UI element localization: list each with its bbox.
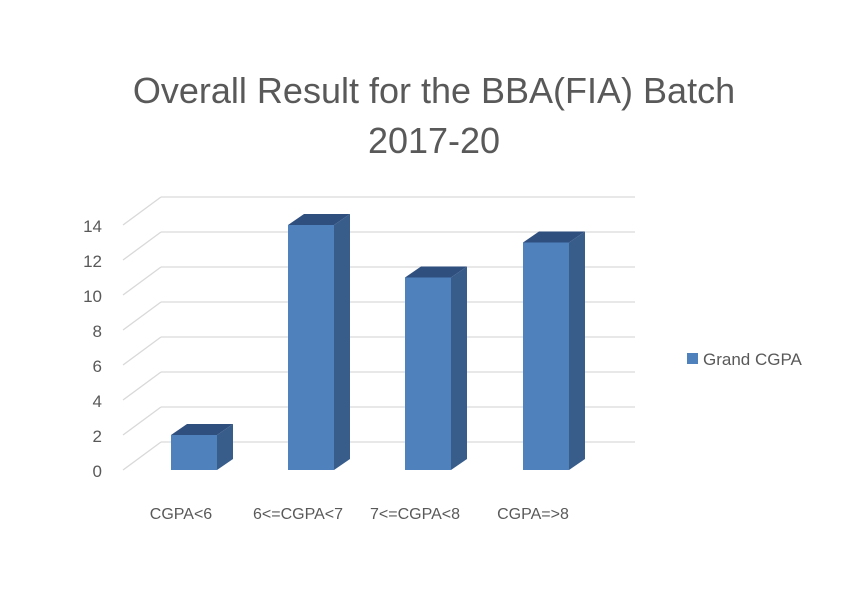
y-tick-label: 6 [93,357,102,376]
bar-side-face [451,266,467,470]
gridline-depth [122,266,162,296]
chart-title-line-2: 2017-20 [367,120,501,161]
bar [405,266,467,470]
x-tick-label: CGPA=>8 [497,506,569,523]
y-tick-label: 8 [93,322,102,341]
bar-layer [171,214,585,470]
gridline-depth [122,336,162,366]
bar-side-face [217,424,233,470]
bar-top-face [288,214,350,225]
gridline-depth [122,406,162,436]
gridline-depth [122,301,162,331]
bar-top-face [171,424,233,435]
gridline-depth [122,371,162,401]
bar [288,214,350,470]
y-tick-labels: 0 2 4 6 8 10 12 14 [83,217,102,481]
gridline-depth [122,231,162,261]
bar-top-face [523,231,585,243]
legend-swatch-grand-cgpa [687,353,698,364]
y-tick-label: 12 [83,252,102,271]
legend: Grand CGPA [687,350,803,369]
gridline-depth [122,441,162,471]
y-tick-label: 2 [93,427,102,446]
bar-front-face [171,435,217,470]
y-tick-label: 14 [83,217,102,236]
bar-front-face [405,277,451,470]
bar [523,231,585,470]
bar-side-face [569,231,585,470]
y-tick-label: 10 [83,287,102,306]
y-tick-label: 0 [93,462,102,481]
legend-label-grand-cgpa: Grand CGPA [703,350,803,369]
chart-title-line-1: Overall Result for the BBA(FIA) Batch [132,70,736,111]
bar-front-face [523,242,569,470]
y-tick-label: 4 [93,392,102,411]
x-tick-label: 7<=CGPA<8 [370,506,460,523]
x-tick-label: CGPA<6 [150,506,213,523]
bar-side-face [334,214,350,470]
bar-front-face [288,225,334,470]
bar [171,424,233,470]
bar-top-face [405,266,467,278]
x-tick-label: 6<=CGPA<7 [253,506,343,523]
x-tick-labels: CGPA<6 6<=CGPA<7 7<=CGPA<8 CGPA=>8 [150,506,569,523]
gridline-depth [122,196,162,226]
